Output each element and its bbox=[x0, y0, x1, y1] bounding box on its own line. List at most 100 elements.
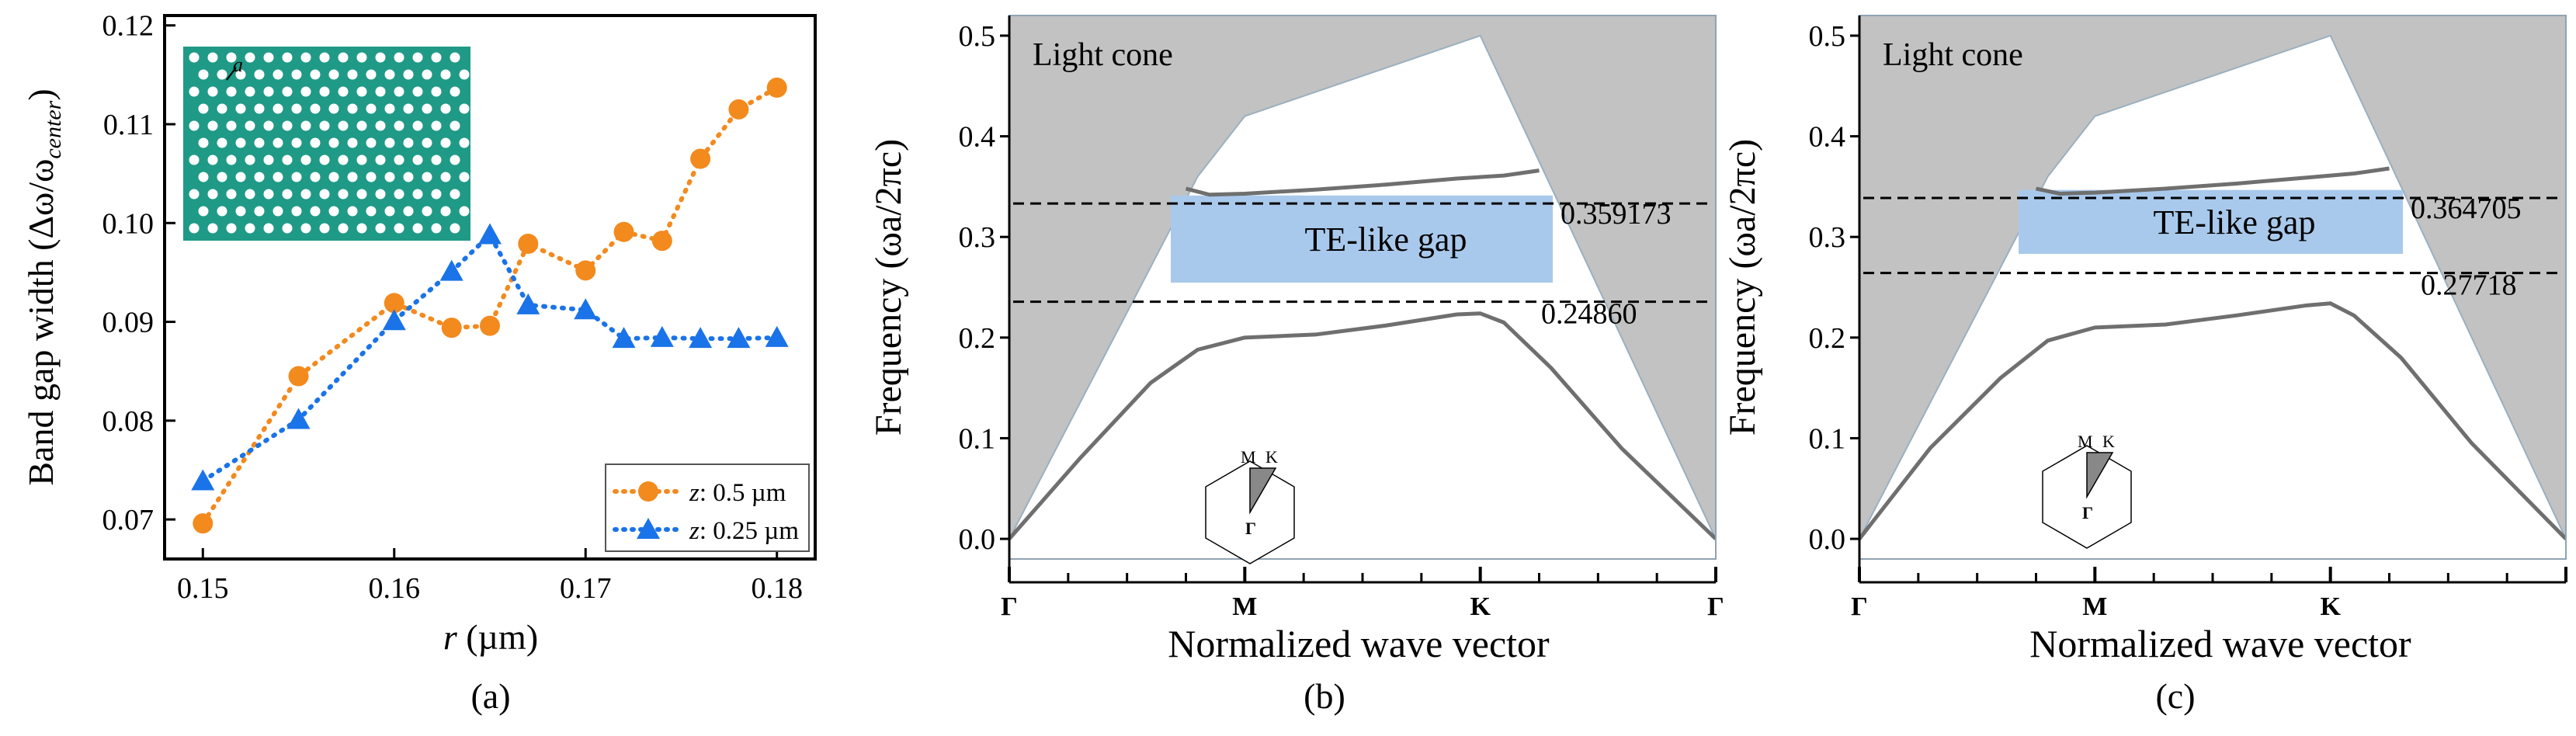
y-tick-label: 0.3 bbox=[1809, 221, 1846, 254]
panel-c-plot-area bbox=[1859, 16, 2566, 559]
lattice-hole bbox=[338, 52, 349, 63]
lattice-hole bbox=[450, 120, 460, 131]
y-tick-label: 0.10 bbox=[102, 207, 154, 240]
x-tick-label: K bbox=[2320, 592, 2341, 621]
lattice-hole bbox=[300, 120, 311, 131]
lattice-hole bbox=[198, 69, 209, 80]
data-point-triangle bbox=[439, 259, 463, 281]
lattice-hole bbox=[189, 223, 200, 234]
panel-c-gap-label: TE-like gap bbox=[2154, 203, 2316, 241]
lattice-hole bbox=[384, 69, 395, 80]
y-tick-label: 0.2 bbox=[1809, 322, 1846, 355]
panel-c-x-axis-label: Normalized wave vector bbox=[2029, 622, 2411, 665]
y-tick-label: 0.0 bbox=[959, 523, 996, 556]
data-point-circle bbox=[193, 513, 214, 534]
lattice-hole bbox=[328, 69, 339, 80]
gap-highlight bbox=[2019, 189, 2403, 254]
lattice-hole bbox=[273, 69, 283, 80]
lattice-hole bbox=[263, 154, 274, 165]
lattice-hole bbox=[366, 137, 377, 148]
lattice-hole bbox=[356, 86, 367, 97]
lattice-hole bbox=[226, 86, 237, 97]
panel-b-light-cone-label: Light cone bbox=[1033, 37, 1173, 73]
lattice-hole bbox=[310, 172, 321, 182]
lattice-hole bbox=[235, 137, 246, 148]
data-point-circle bbox=[651, 231, 672, 252]
lattice-hole bbox=[328, 172, 339, 182]
lattice-hole bbox=[347, 103, 358, 114]
lattice-hole bbox=[347, 137, 358, 148]
lattice-hole bbox=[245, 52, 255, 63]
bz-label-gamma: Γ bbox=[1245, 519, 1256, 538]
lattice-holes bbox=[189, 52, 470, 234]
lattice-hole bbox=[282, 189, 293, 200]
y-tick-label: 0.09 bbox=[102, 307, 154, 339]
lattice-hole bbox=[431, 120, 442, 131]
y-tick-label: 0.08 bbox=[102, 405, 154, 438]
lattice-hole bbox=[366, 172, 377, 182]
lattice-hole bbox=[403, 69, 414, 80]
x-tick-label: M bbox=[1232, 592, 1257, 621]
lattice-hole bbox=[375, 223, 386, 234]
data-point-triangle bbox=[516, 293, 540, 314]
lattice-hole bbox=[217, 137, 227, 148]
panel-b-gap-label: TE-like gap bbox=[1305, 220, 1467, 259]
lattice-hole bbox=[356, 52, 367, 63]
bz-label-m: M bbox=[1241, 447, 1256, 467]
data-point-triangle bbox=[727, 327, 751, 349]
y-tick-label: 0.1 bbox=[959, 422, 996, 455]
data-point-circle bbox=[480, 315, 500, 336]
y-tick-label: 0.11 bbox=[103, 109, 154, 141]
light-line bbox=[1009, 34, 1716, 540]
y-tick-label: 0.5 bbox=[959, 20, 996, 53]
lattice-hole bbox=[226, 52, 237, 63]
data-point-circle bbox=[288, 366, 309, 387]
lattice-hole bbox=[198, 103, 209, 114]
data-point-triangle bbox=[286, 408, 311, 429]
lattice-hole bbox=[310, 137, 321, 148]
x-tick-label: 0.15 bbox=[177, 572, 229, 605]
lattice-hole bbox=[189, 154, 200, 165]
legend-entry-z-0.5: z: 0.5 µm bbox=[613, 479, 786, 507]
lattice-hole bbox=[366, 69, 377, 80]
lattice-hole bbox=[319, 154, 330, 165]
lattice-hole bbox=[198, 172, 209, 182]
bz-label-m: M bbox=[2078, 432, 2093, 451]
lattice-hole bbox=[282, 223, 293, 234]
lattice-hole bbox=[356, 223, 367, 234]
lattice-hole bbox=[394, 52, 404, 63]
lattice-hole bbox=[300, 223, 311, 234]
lattice-hole bbox=[273, 103, 283, 114]
panel-a-frame bbox=[163, 14, 817, 561]
bz-label-gamma: Γ bbox=[2082, 503, 2093, 522]
panel-b-band-structure: 0.00.10.20.30.40.5Γ M K Γ Light cone TE-lik… bbox=[868, 15, 1724, 716]
lattice-hole bbox=[431, 154, 442, 165]
lattice-hole bbox=[198, 206, 209, 217]
panel-b-gap-top-value: 0.359173 bbox=[1561, 198, 1672, 231]
lattice-hole bbox=[338, 154, 349, 165]
lattice-hole bbox=[403, 103, 414, 114]
lattice-hole bbox=[338, 223, 349, 234]
lower-band bbox=[1859, 301, 2566, 540]
lattice-hole bbox=[254, 206, 265, 217]
lattice-hole bbox=[254, 69, 265, 80]
lattice-hole bbox=[450, 154, 460, 165]
lattice-hole bbox=[422, 69, 432, 80]
x-tick-label: M bbox=[2082, 592, 2107, 621]
lattice-hole bbox=[235, 103, 246, 114]
lattice-hole bbox=[384, 137, 395, 148]
lattice-hole bbox=[422, 103, 432, 114]
data-point-circle bbox=[613, 221, 634, 242]
bz-label-k: K bbox=[2102, 432, 2115, 451]
lattice-hole bbox=[319, 86, 330, 97]
lattice-hole bbox=[347, 69, 358, 80]
lattice-hole bbox=[431, 223, 442, 234]
lattice-hole bbox=[310, 206, 321, 217]
lattice-hole bbox=[459, 172, 470, 182]
lattice-hole bbox=[291, 206, 302, 217]
panel-b-axes: 0.00.10.20.30.40.5Γ M K Γ bbox=[959, 15, 1724, 621]
upper-band bbox=[2035, 166, 2390, 196]
lattice-hole bbox=[254, 103, 265, 114]
lattice-hole bbox=[328, 103, 339, 114]
legend-label-z-0.5: z: 0.5 µm bbox=[689, 479, 786, 507]
